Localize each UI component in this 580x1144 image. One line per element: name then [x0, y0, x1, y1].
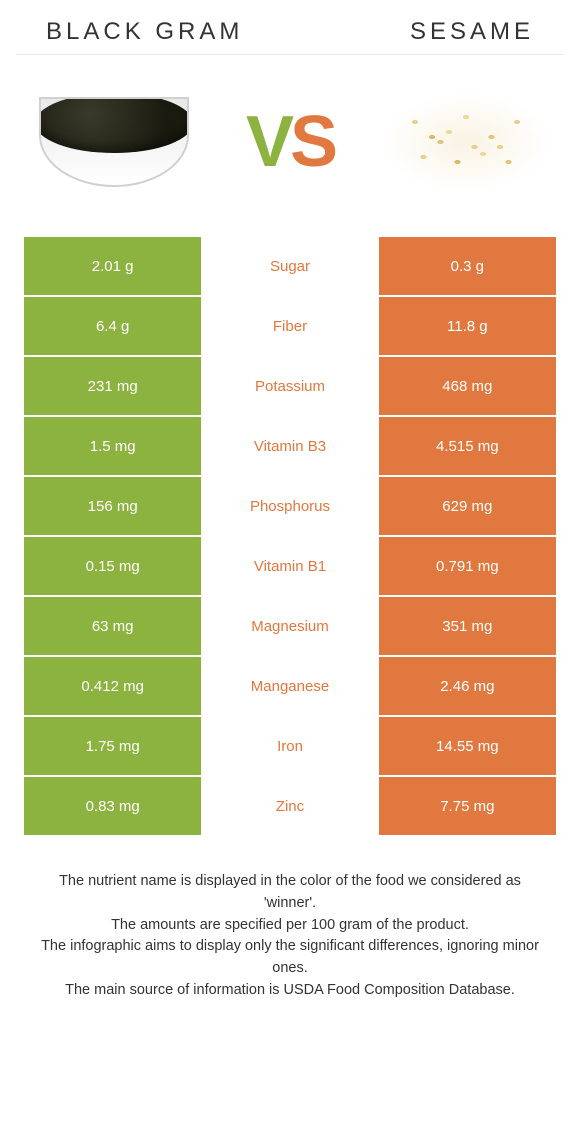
table-row: 2.01 gSugar0.3 g: [24, 237, 556, 295]
vs-v: V: [246, 102, 290, 182]
nutrient-label-cell: Phosphorus: [201, 477, 378, 535]
nutrient-label-cell: Manganese: [201, 657, 378, 715]
footer-line: The infographic aims to display only the…: [34, 936, 546, 980]
footer-notes: The nutrient name is displayed in the co…: [16, 837, 564, 1002]
left-value-cell: 6.4 g: [24, 297, 201, 355]
table-row: 6.4 gFiber11.8 g: [24, 297, 556, 355]
vs-s: S: [290, 102, 334, 182]
black-gram-icon: [39, 97, 189, 187]
right-value-cell: 0.3 g: [379, 237, 556, 295]
right-value-cell: 0.791 mg: [379, 537, 556, 595]
right-food-title: SESAME: [410, 18, 534, 46]
left-value-cell: 0.412 mg: [24, 657, 201, 715]
left-value-cell: 1.5 mg: [24, 417, 201, 475]
hero-row: VS: [16, 77, 564, 207]
comparison-table: 2.01 gSugar0.3 g6.4 gFiber11.8 g231 mgPo…: [16, 237, 564, 835]
right-value-cell: 11.8 g: [379, 297, 556, 355]
table-row: 0.83 mgZinc7.75 mg: [24, 777, 556, 835]
right-value-cell: 468 mg: [379, 357, 556, 415]
left-value-cell: 156 mg: [24, 477, 201, 535]
right-value-cell: 351 mg: [379, 597, 556, 655]
right-value-cell: 7.75 mg: [379, 777, 556, 835]
right-value-cell: 14.55 mg: [379, 717, 556, 775]
footer-line: The nutrient name is displayed in the co…: [34, 871, 546, 915]
footer-line: The amounts are specified per 100 gram o…: [34, 915, 546, 937]
right-food-image: [376, 77, 556, 207]
left-value-cell: 0.15 mg: [24, 537, 201, 595]
table-row: 63 mgMagnesium351 mg: [24, 597, 556, 655]
right-value-cell: 4.515 mg: [379, 417, 556, 475]
nutrient-label-cell: Potassium: [201, 357, 378, 415]
table-row: 156 mgPhosphorus629 mg: [24, 477, 556, 535]
nutrient-label-cell: Sugar: [201, 237, 378, 295]
nutrient-label-cell: Fiber: [201, 297, 378, 355]
left-value-cell: 1.75 mg: [24, 717, 201, 775]
left-value-cell: 0.83 mg: [24, 777, 201, 835]
left-value-cell: 2.01 g: [24, 237, 201, 295]
left-value-cell: 231 mg: [24, 357, 201, 415]
left-food-image: [24, 77, 204, 207]
nutrient-label-cell: Iron: [201, 717, 378, 775]
vs-label: VS: [246, 106, 334, 178]
nutrient-label-cell: Vitamin B1: [201, 537, 378, 595]
table-row: 1.5 mgVitamin B34.515 mg: [24, 417, 556, 475]
nutrient-label-cell: Zinc: [201, 777, 378, 835]
nutrient-label-cell: Vitamin B3: [201, 417, 378, 475]
left-value-cell: 63 mg: [24, 597, 201, 655]
sesame-icon: [381, 92, 551, 192]
footer-line: The main source of information is USDA F…: [34, 980, 546, 1002]
title-bar: BLACK GRAM SESAME: [16, 18, 564, 55]
table-row: 1.75 mgIron14.55 mg: [24, 717, 556, 775]
table-row: 231 mgPotassium468 mg: [24, 357, 556, 415]
left-food-title: BLACK GRAM: [46, 18, 243, 46]
table-row: 0.412 mgManganese2.46 mg: [24, 657, 556, 715]
right-value-cell: 629 mg: [379, 477, 556, 535]
nutrient-label-cell: Magnesium: [201, 597, 378, 655]
right-value-cell: 2.46 mg: [379, 657, 556, 715]
table-row: 0.15 mgVitamin B10.791 mg: [24, 537, 556, 595]
